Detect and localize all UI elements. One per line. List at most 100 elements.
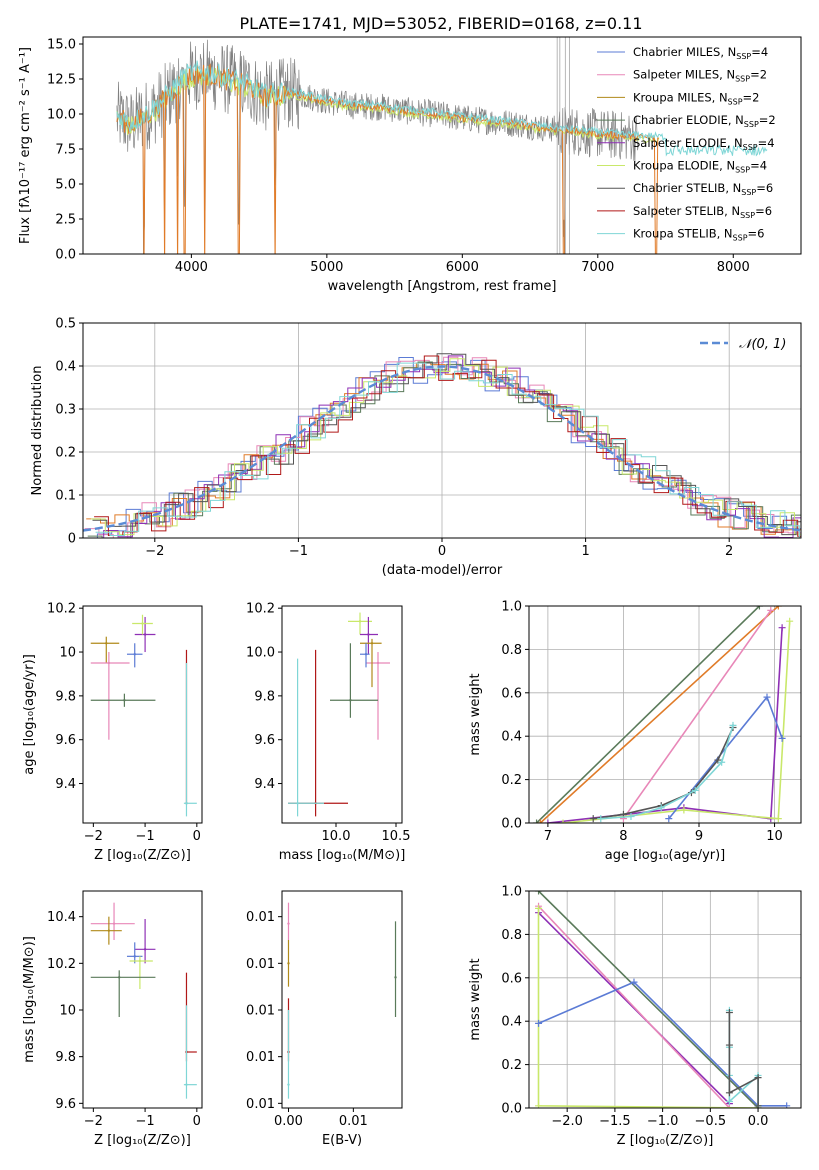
mass-weight-line <box>593 727 734 820</box>
plot-area-mass_weight_vs_age <box>533 606 794 823</box>
x-axis-label: age [log₁₀(age/yr)] <box>605 848 726 863</box>
x-tick-label: 7000 <box>581 260 614 275</box>
data-point <box>725 1104 733 1108</box>
panel-mass_weight_vs_age: 7 8 9 10 0.0 0.2 0.4 0.6 0.8 1.0 age [log₁₀(age/yr… <box>468 600 802 863</box>
data-point <box>107 929 111 932</box>
data-point <box>589 815 597 823</box>
x-tick-label: 0.00 <box>274 1114 303 1129</box>
data-point <box>774 815 782 823</box>
x-tick-label: 0 <box>438 544 446 559</box>
y-tick-label: 9.6 <box>55 1097 76 1112</box>
mass-weight-line <box>537 891 759 1108</box>
panel-age_vs_Z: −2 −1 0 9.4 9.6 9.8 10 10.2 Z [log₁₀(Z/Z⊙)] age [… <box>22 602 203 863</box>
histogram-step <box>92 353 801 536</box>
axes-frame <box>528 605 802 824</box>
y-tick-label: 10.0 <box>47 108 76 123</box>
y-axis-label: Normed distribution <box>30 366 45 496</box>
panel-mass_vs_Z: −2 −1 0 9.6 9.8 10 10.2 10.4 Z [log₁₀(Z/Z⊙)] mass… <box>22 890 203 1148</box>
data-point <box>725 1097 733 1105</box>
data-point <box>680 806 688 814</box>
y-tick-label: 0.8 <box>501 928 522 943</box>
histogram-step <box>87 361 801 538</box>
data-point <box>725 1041 733 1049</box>
mass-weight-line <box>537 905 730 1108</box>
data-point <box>763 693 771 701</box>
data-point <box>287 1083 290 1086</box>
y-tick-label: 0.2 <box>501 773 522 788</box>
data-point <box>786 617 794 625</box>
y-axis-label: mass weight <box>468 958 483 1040</box>
data-point <box>535 1019 543 1027</box>
data-point <box>718 758 726 766</box>
plot-area-mass_weight_vs_Z <box>535 891 791 1108</box>
mass-weight-line <box>547 627 783 823</box>
y-tick-label: 0.4 <box>501 1015 522 1030</box>
y-tick-label: 2.5 <box>55 213 76 228</box>
data-point <box>349 699 352 702</box>
data-point <box>597 815 605 823</box>
data-point <box>185 1083 188 1086</box>
y-tick-label: 0.01 <box>246 910 275 925</box>
plot-area-mass_vs_EBV <box>287 902 397 1099</box>
x-axis-label: mass [log₁₀(M/M⊙)] <box>279 848 406 863</box>
data-point <box>133 653 136 656</box>
data-point <box>544 819 552 823</box>
plot-area-mass_vs_Z <box>90 902 197 1099</box>
data-point <box>767 606 775 614</box>
data-point <box>630 978 638 986</box>
x-tick-label: −0.5 <box>695 1114 727 1129</box>
legend-entry: Salpeter STELIB, NSSP=6 <box>633 204 772 220</box>
y-tick-label: 0.4 <box>501 730 522 745</box>
y-tick-label: 1.0 <box>501 600 522 615</box>
x-tick-label: 0.01 <box>339 1114 368 1129</box>
data-point <box>783 1102 791 1108</box>
data-point <box>559 819 567 823</box>
y-tick-label: 9.8 <box>55 689 76 704</box>
y-tick-label: 9.8 <box>55 1050 76 1065</box>
y-tick-label: 0.01 <box>246 1050 275 1065</box>
x-tick-label: 2 <box>725 544 733 559</box>
y-tick-label: 15.0 <box>47 38 76 53</box>
axes-frame <box>82 36 802 255</box>
data-point <box>778 624 786 632</box>
y-tick-label: 0.8 <box>501 643 522 658</box>
observed-spectrum-line <box>116 39 639 254</box>
x-axis-label: Z [log₁₀(Z/Z⊙)] <box>617 1133 714 1148</box>
data-point <box>755 606 763 610</box>
x-tick-label: −1 <box>289 544 308 559</box>
plot-area-residuals <box>83 353 801 538</box>
y-tick-label: 7.5 <box>55 143 76 158</box>
x-tick-label: 0 <box>193 1114 201 1129</box>
data-point <box>123 699 126 702</box>
model-spectrum-line <box>116 60 768 157</box>
x-axis-label: wavelength [Angstrom, rest frame] <box>328 279 557 294</box>
y-tick-label: 10 <box>59 646 76 661</box>
x-tick-label: 7 <box>544 829 552 844</box>
data-point <box>143 948 147 951</box>
figure-title: PLATE=1741, MJD=53052, FIBERID=0168, z=0… <box>239 14 642 33</box>
y-tick-label: 9.4 <box>254 777 275 792</box>
data-point <box>118 976 121 979</box>
x-axis-label: Z [log₁₀(Z/Z⊙)] <box>94 848 191 863</box>
x-tick-label: 8 <box>619 829 627 844</box>
y-tick-label: 12.5 <box>47 73 76 88</box>
mass-weight-line <box>536 606 760 823</box>
legend-entry: Kroupa ELODIE, NSSP=4 <box>633 159 767 175</box>
axes-frame <box>528 890 802 1109</box>
data-point <box>665 815 673 823</box>
y-tick-label: 1.0 <box>501 885 522 900</box>
data-point <box>185 802 188 805</box>
y-tick-label: 0.4 <box>55 360 76 375</box>
x-tick-label: −2 <box>84 829 103 844</box>
data-point <box>105 642 108 645</box>
y-tick-label: 0.01 <box>246 1004 275 1019</box>
data-point <box>754 1074 762 1082</box>
y-axis-label: age [log₁₀(age/yr)] <box>22 654 37 775</box>
data-point <box>657 804 665 812</box>
legend-entry: Chabrier ELODIE, NSSP=2 <box>633 113 776 129</box>
x-tick-label: 10.0 <box>322 829 351 844</box>
y-tick-label: 0.0 <box>501 1102 522 1117</box>
y-tick-label: 0 <box>68 532 76 547</box>
panel-residuals: −2 −1 0 1 2 0 0.1 0.2 0.3 0.4 0.5 (data-model)/erro… <box>30 317 802 578</box>
x-axis-label: E(B-V) <box>322 1133 362 1148</box>
